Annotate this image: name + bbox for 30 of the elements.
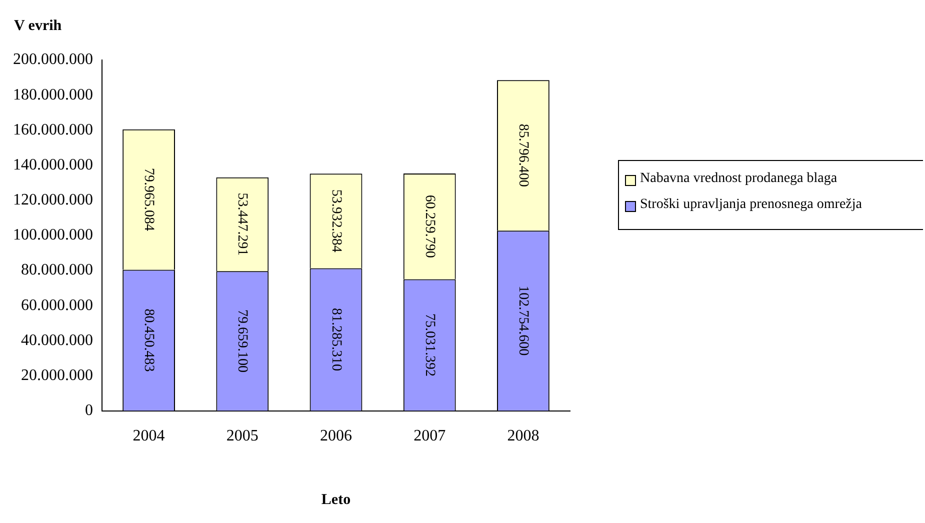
legend-label: Nabavna vrednost prodanega blaga (640, 171, 838, 187)
x-tick-label: 2007 (414, 428, 446, 445)
x-tick-label: 2008 (507, 428, 540, 445)
legend-label: Stroški upravljanja prenosnega omrežja (640, 197, 862, 213)
y-tick-label: 180.000.000 (13, 86, 93, 104)
y-tick-label: 40.000.000 (21, 332, 93, 349)
data-label: 53.447.291 (234, 192, 250, 256)
data-label: 80.450.483 (141, 308, 156, 372)
y-tick-label: 20.000.000 (21, 366, 93, 384)
data-label: 102.754.600 (516, 286, 531, 356)
data-label: 53.932.384 (328, 189, 344, 252)
data-label: 81.285.310 (328, 308, 344, 372)
y-tick-label: 200.000.000 (13, 51, 93, 68)
data-label: 60.259.790 (422, 194, 437, 258)
data-label: 79.965.084 (141, 168, 156, 232)
y-tick-label: 160.000.000 (13, 121, 93, 138)
y-tick-label: 100.000.000 (13, 226, 93, 244)
x-tick-label: 2006 (320, 428, 352, 445)
x-tick-label: 2004 (132, 428, 165, 445)
data-label: 75.031.392 (422, 313, 437, 376)
data-label: 79.659.100 (234, 309, 250, 372)
y-tick-label: 0 (85, 402, 93, 420)
y-tick-label: 140.000.000 (13, 156, 93, 174)
data-label: 85.796.400 (516, 124, 531, 187)
y-axis-title: V evrih (14, 18, 62, 34)
y-tick-label: 120.000.000 (13, 192, 93, 209)
x-axis-title: Leto (321, 492, 351, 508)
x-tick-label: 2005 (226, 428, 258, 445)
y-tick-label: 80.000.000 (21, 262, 93, 279)
y-tick-label: 60.000.000 (21, 296, 93, 314)
